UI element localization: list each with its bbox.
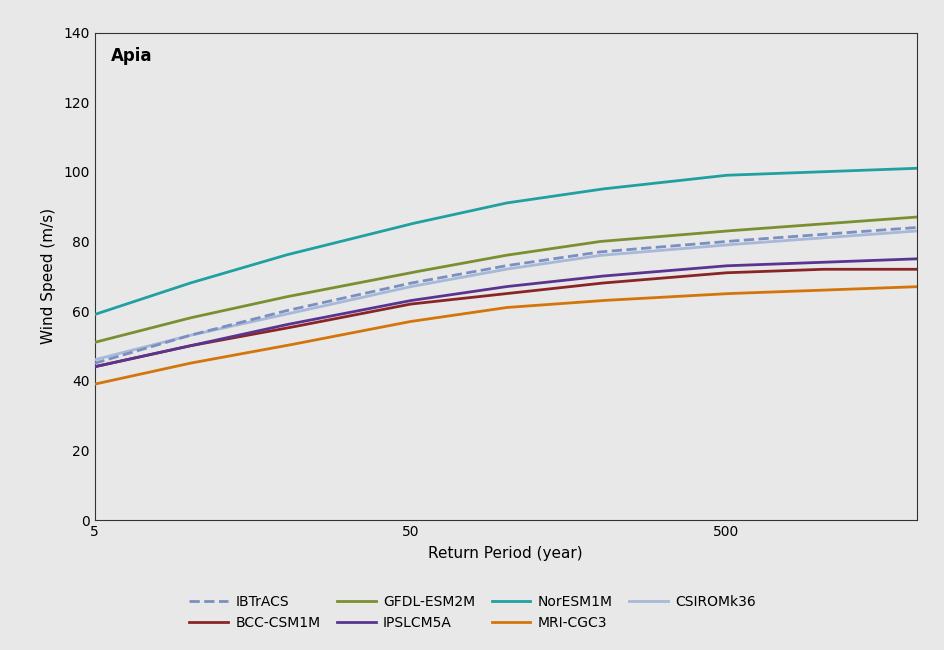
Y-axis label: Wind Speed (m/s): Wind Speed (m/s) bbox=[42, 208, 57, 344]
Text: Apia: Apia bbox=[110, 47, 152, 65]
Legend: IBTrACS, BCC-CSM1M, GFDL-ESM2M, IPSLCM5A, NorESM1M, MRI-CGC3, CSIROMk36: IBTrACS, BCC-CSM1M, GFDL-ESM2M, IPSLCM5A… bbox=[182, 588, 762, 636]
X-axis label: Return Period (year): Return Period (year) bbox=[428, 546, 582, 561]
